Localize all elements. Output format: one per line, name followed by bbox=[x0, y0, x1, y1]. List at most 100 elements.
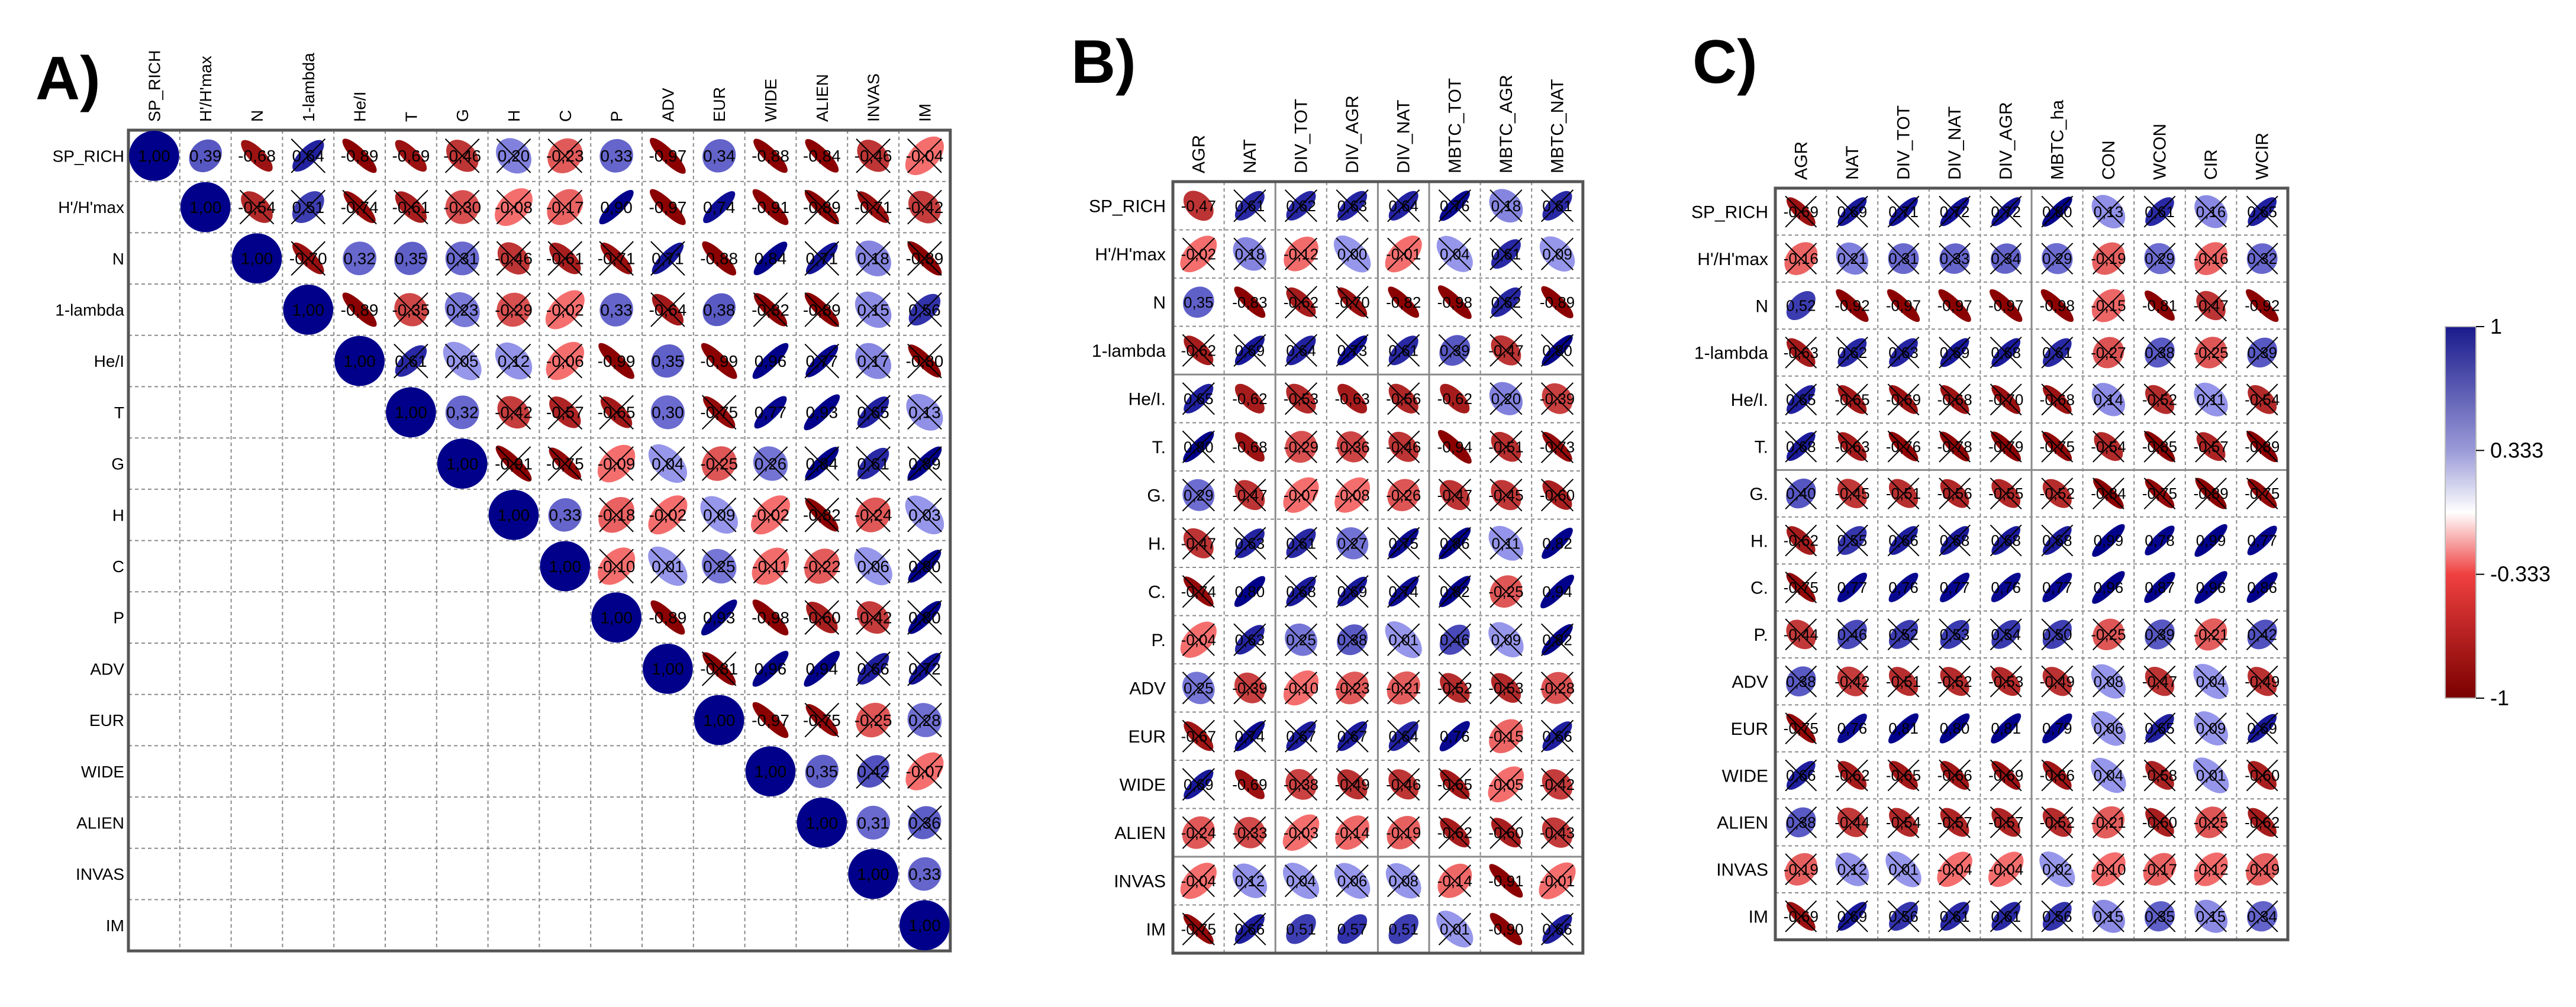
insignificant-cross bbox=[291, 241, 326, 276]
insignificant-cross bbox=[2041, 195, 2074, 228]
insignificant-cross bbox=[701, 548, 737, 584]
cell-value: -0,55 bbox=[1988, 485, 2023, 502]
color-bar-tick-label: 1 bbox=[2490, 314, 2502, 338]
cell-value: 0,96 bbox=[755, 352, 787, 370]
insignificant-cross bbox=[1489, 430, 1523, 463]
insignificant-cross bbox=[2092, 759, 2124, 792]
cell-value: 0,04 bbox=[652, 454, 684, 473]
insignificant-cross bbox=[1336, 816, 1369, 849]
cell-value: 0,11 bbox=[1492, 534, 1521, 552]
cell-value: 0,29 bbox=[2145, 250, 2175, 267]
cell-value: -0,60 bbox=[2245, 767, 2280, 785]
insignificant-cross bbox=[2041, 524, 2074, 557]
cell-value: 0,69 bbox=[1184, 776, 1214, 793]
insignificant-cross bbox=[444, 138, 480, 173]
cell-value: 0,80 bbox=[2042, 203, 2072, 221]
cell-value: -0,99 bbox=[598, 352, 636, 370]
cell-value: 0,69 bbox=[2247, 719, 2277, 737]
row-label: INVAS bbox=[1716, 860, 1768, 880]
color-bar-tick-label: -0.333 bbox=[2490, 562, 2551, 586]
column-label: INVAS bbox=[865, 73, 883, 122]
row-label: WIDE bbox=[1722, 766, 1768, 786]
correlation-ellipse bbox=[856, 805, 891, 840]
cell-value: 0,34 bbox=[2247, 908, 2277, 925]
cell-value: -0,49 bbox=[1334, 776, 1369, 793]
insignificant-cross bbox=[1939, 195, 1971, 228]
color-bar-tick-label: -1 bbox=[2490, 686, 2509, 710]
cell-value: 0,65 bbox=[2145, 719, 2175, 737]
insignificant-cross bbox=[1990, 806, 2022, 838]
row-label: N bbox=[1755, 296, 1768, 316]
insignificant-cross bbox=[753, 292, 788, 327]
insignificant-cross bbox=[1233, 189, 1266, 222]
row-label: P. bbox=[1754, 625, 1768, 645]
cell-value: -0,63 bbox=[1784, 344, 1819, 362]
cell-value: -0,89 bbox=[341, 147, 379, 165]
column-label: WCON bbox=[2151, 124, 2170, 180]
cell-value: -0,02 bbox=[546, 301, 584, 319]
correlation-ellipse bbox=[1786, 291, 1816, 321]
cell-value: 0,02 bbox=[2042, 860, 2072, 878]
cell-value: 0,80 bbox=[908, 608, 941, 627]
cell-value: 0,90 bbox=[600, 198, 633, 217]
correlation-ellipse bbox=[1440, 383, 1470, 414]
cell-value: -0,75 bbox=[803, 711, 841, 730]
row-label: C bbox=[112, 557, 124, 576]
cell-value: 0,35 bbox=[1184, 293, 1214, 311]
cell-value: 0,55 bbox=[1837, 532, 1868, 550]
cell-value: 0,38 bbox=[703, 301, 736, 319]
row-label: C. bbox=[1750, 579, 1768, 598]
cell-value: -0,94 bbox=[1437, 438, 1472, 456]
cell-value: -0,68 bbox=[1232, 438, 1267, 456]
cell-value: 0,61 bbox=[1491, 245, 1521, 263]
cell-value: 0,62 bbox=[1491, 293, 1521, 311]
cell-value: -0,02 bbox=[752, 506, 789, 524]
cell-value: 0,82 bbox=[1542, 534, 1572, 552]
cell-value: 0,66 bbox=[1235, 920, 1265, 938]
insignificant-cross bbox=[1887, 853, 1920, 886]
cell-value: 0,86 bbox=[2247, 579, 2277, 596]
cell-value: 0,31 bbox=[857, 814, 889, 832]
insignificant-cross bbox=[804, 292, 840, 327]
insignificant-cross bbox=[1990, 853, 2022, 886]
cell-value: -0,19 bbox=[2091, 250, 2126, 267]
insignificant-cross bbox=[1387, 237, 1420, 270]
column-label: NAT bbox=[1240, 139, 1260, 173]
cell-value: -0,80 bbox=[905, 352, 943, 370]
insignificant-cross bbox=[394, 343, 428, 379]
cell-value: -0,89 bbox=[2245, 438, 2280, 456]
cell-value: 0,84 bbox=[755, 250, 787, 268]
cell-value: 0,76 bbox=[1440, 197, 1470, 215]
insignificant-cross bbox=[1785, 665, 1817, 698]
row-label: EUR bbox=[89, 711, 124, 730]
insignificant-cross bbox=[1887, 806, 1920, 838]
cell-value: -0,10 bbox=[598, 557, 636, 576]
cell-value: 0,03 bbox=[908, 506, 941, 524]
cell-value: 0,61 bbox=[1542, 197, 1572, 215]
insignificant-cross bbox=[804, 446, 840, 481]
correlation-ellipse bbox=[1837, 572, 1867, 602]
cell-value: -0,27 bbox=[2091, 344, 2126, 362]
insignificant-cross bbox=[650, 497, 685, 532]
insignificant-cross bbox=[1990, 336, 2022, 369]
row-label: H'/H'max bbox=[58, 198, 124, 217]
cell-value: 0,68 bbox=[1991, 532, 2021, 550]
cell-value: 0,68 bbox=[2042, 532, 2072, 550]
insignificant-cross bbox=[1939, 477, 1971, 510]
cell-value: -0,02 bbox=[649, 506, 686, 524]
insignificant-cross bbox=[1336, 237, 1369, 270]
correlation-ellipse bbox=[650, 137, 686, 174]
cell-value: 0,15 bbox=[2196, 908, 2226, 925]
insignificant-cross bbox=[1438, 672, 1471, 705]
insignificant-cross bbox=[1284, 430, 1318, 463]
cell-value: 0,61 bbox=[2042, 344, 2072, 362]
column-label: DIV_TOT bbox=[1894, 105, 1914, 180]
insignificant-cross bbox=[1836, 383, 1868, 416]
correlation-ellipse bbox=[342, 292, 377, 327]
insignificant-cross bbox=[1336, 334, 1369, 367]
insignificant-cross bbox=[1284, 237, 1318, 270]
insignificant-cross bbox=[1438, 575, 1471, 608]
insignificant-cross bbox=[2092, 853, 2124, 886]
cell-value: 0,74 bbox=[1235, 727, 1265, 745]
cell-value: -0,76 bbox=[1886, 438, 1921, 456]
